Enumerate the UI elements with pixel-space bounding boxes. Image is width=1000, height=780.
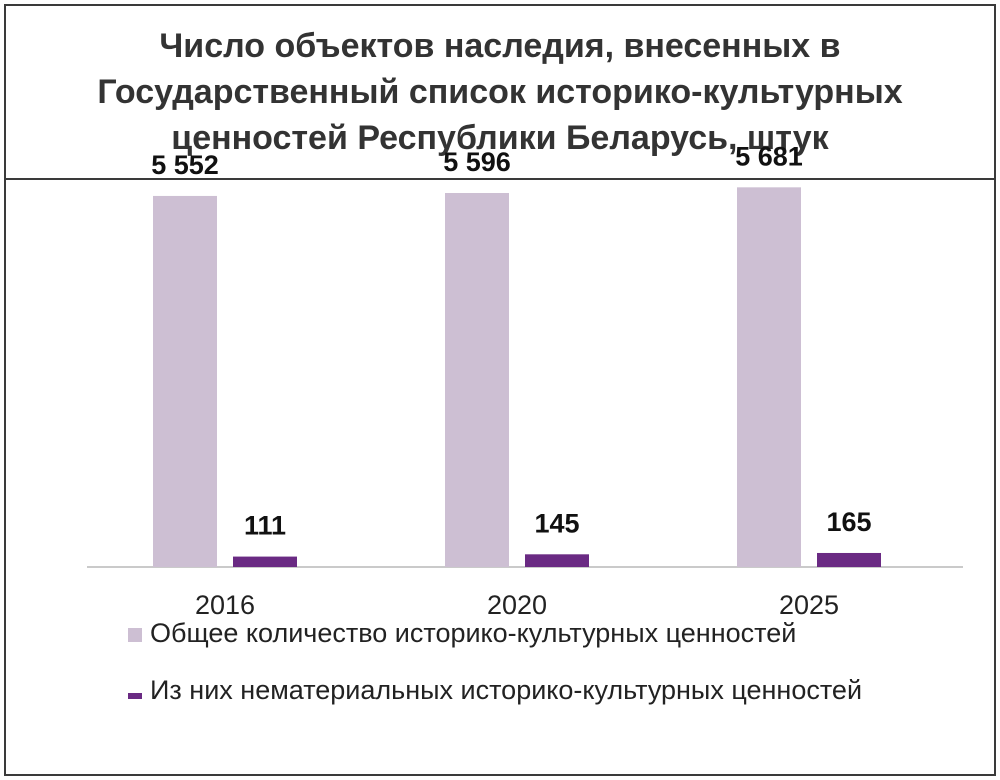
data-label-intangible-2020: 145 xyxy=(534,508,579,538)
data-label-intangible-2016: 111 xyxy=(244,511,286,541)
title-box: Число объектов наследия, внесенных в Гос… xyxy=(6,6,994,180)
x-tick-label-2025: 2025 xyxy=(779,590,839,620)
chart-frame: Число объектов наследия, внесенных в Гос… xyxy=(4,4,996,776)
bar-intangible-2025 xyxy=(817,552,881,567)
legend-swatch-intangible xyxy=(128,693,142,699)
bar-intangible-2016 xyxy=(233,556,297,567)
legend-swatch-total xyxy=(128,628,142,642)
bar-total-2020 xyxy=(445,193,509,567)
x-tick-label-2020: 2020 xyxy=(487,590,547,620)
data-label-total-2025: 5 681 xyxy=(735,141,803,171)
bar-total-2016 xyxy=(153,195,217,567)
legend-label-total: Общее количество историко-культурных цен… xyxy=(150,618,796,648)
data-label-intangible-2025: 165 xyxy=(826,507,871,537)
chart-title: Число объектов наследия, внесенных в Гос… xyxy=(97,27,903,157)
legend-label-intangible: Из них нематериальных историко-культурны… xyxy=(150,675,862,705)
data-label-total-2020: 5 596 xyxy=(443,147,511,177)
bar-chart: 5 552 111 2016 5 596 145 2020 5 681 165 2025Обще… xyxy=(87,141,963,705)
x-tick-label-2016: 2016 xyxy=(195,590,255,620)
data-label-total-2016: 5 552 xyxy=(151,150,219,180)
bar-total-2025 xyxy=(737,187,801,568)
bar-intangible-2020 xyxy=(525,554,589,567)
